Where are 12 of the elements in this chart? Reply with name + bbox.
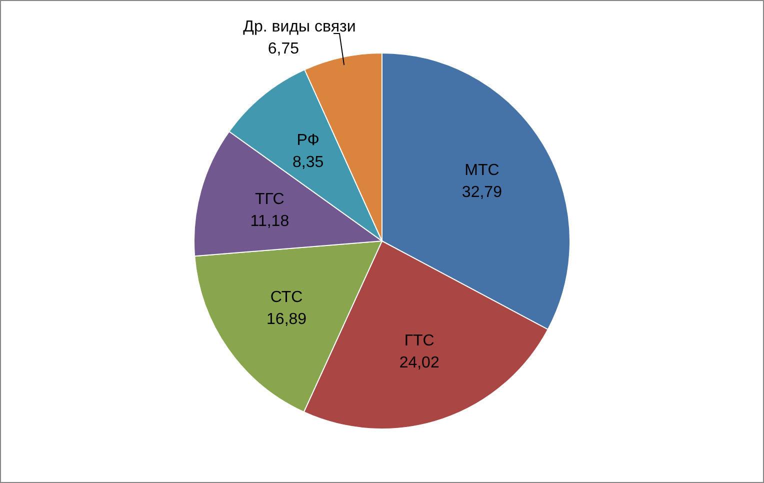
slice-label: МТС [464, 162, 500, 180]
slice-label: Др. виды связи [243, 18, 356, 36]
data-label: 32,79 [462, 184, 502, 202]
slice-label: СТС [270, 288, 303, 306]
slice-label: РФ [296, 132, 320, 149]
slice-label: ГТС [404, 332, 434, 350]
data-label: 16,89 [266, 310, 307, 328]
data-label: 11,18 [250, 212, 290, 230]
data-label: 6,75 [268, 40, 300, 58]
slice-label: ТГС [255, 190, 284, 208]
data-label: 24,02 [399, 354, 440, 372]
data-label: 8,35 [292, 154, 324, 171]
